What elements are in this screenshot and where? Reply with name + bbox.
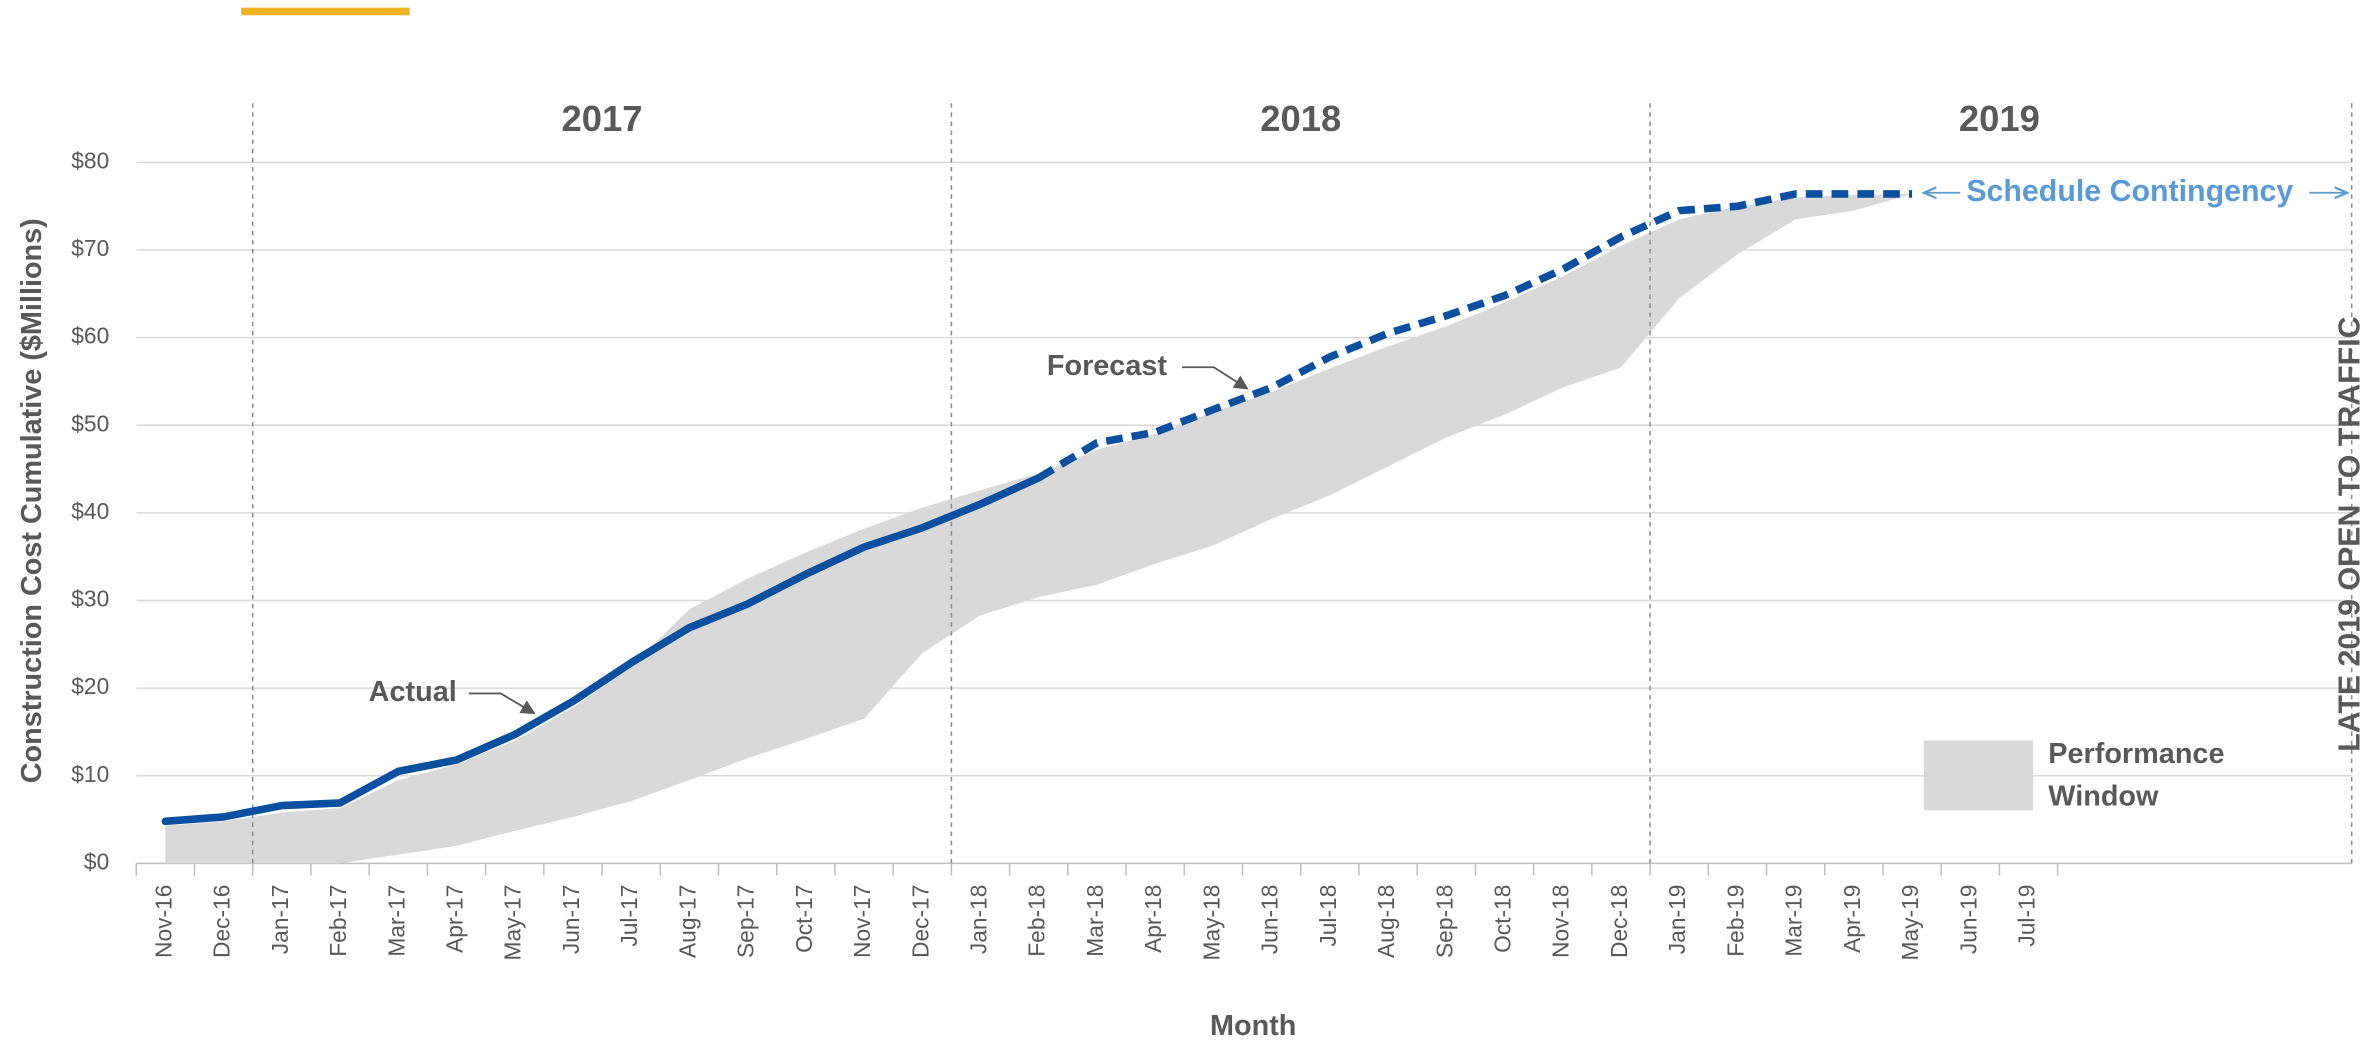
x-axis-label: Month bbox=[1210, 1010, 1296, 1042]
x-tick-label: Apr-17 bbox=[442, 885, 468, 953]
x-tick-label: Aug-17 bbox=[674, 885, 700, 958]
x-tick-label: May-18 bbox=[1198, 885, 1224, 961]
year-label: 2018 bbox=[1260, 98, 1341, 139]
x-tick-label: Apr-19 bbox=[1839, 885, 1865, 953]
y-tick-label: $20 bbox=[71, 673, 109, 699]
x-tick-label: Mar-18 bbox=[1082, 885, 1108, 957]
x-tick-label: Jun-18 bbox=[1257, 885, 1283, 955]
y-tick-label: $80 bbox=[71, 147, 109, 173]
y-tick-label: $50 bbox=[71, 410, 109, 436]
x-tick-label: Feb-18 bbox=[1024, 885, 1050, 957]
x-tick-label: Mar-19 bbox=[1781, 885, 1807, 957]
x-tick-label: Aug-18 bbox=[1373, 885, 1399, 958]
actual-arrow bbox=[468, 692, 536, 715]
x-tick-label: Jun-19 bbox=[1955, 885, 1981, 955]
x-tick-label: Dec-16 bbox=[209, 885, 235, 958]
x-tick-label: Mar-17 bbox=[383, 885, 409, 957]
x-tick-label: Jul-18 bbox=[1315, 885, 1341, 947]
x-tick-label: Jan-17 bbox=[267, 885, 293, 955]
y-axis-label: Construction Cost Cumulative ($Millions) bbox=[16, 218, 48, 783]
forecast-line bbox=[1036, 190, 1913, 482]
actual-line bbox=[161, 474, 1043, 826]
x-tick-label: Dec-18 bbox=[1606, 885, 1632, 958]
accent-bar bbox=[241, 7, 410, 16]
legend-swatch bbox=[1923, 740, 2034, 811]
actual-label: Actual bbox=[369, 676, 457, 708]
performance-window bbox=[165, 193, 1913, 864]
y-tick-label: $40 bbox=[71, 498, 109, 524]
y-tick-label: $10 bbox=[71, 761, 109, 787]
x-tick-label: Feb-17 bbox=[325, 885, 351, 957]
x-tick-label: May-17 bbox=[500, 885, 526, 961]
x-tick-label: Jun-17 bbox=[558, 885, 584, 955]
x-tick-label: Jan-19 bbox=[1664, 885, 1690, 955]
x-tick-label: Nov-18 bbox=[1548, 885, 1574, 958]
x-tick-label: Sep-18 bbox=[1431, 885, 1457, 958]
legend-label: Performance Window bbox=[2048, 738, 2225, 814]
x-tick-label: May-19 bbox=[1897, 885, 1923, 961]
x-tick-label: Jul-19 bbox=[2014, 885, 2040, 947]
x-tick-label: Dec-17 bbox=[907, 885, 933, 958]
x-tick-label: Feb-19 bbox=[1722, 885, 1748, 957]
x-tick-label: Apr-18 bbox=[1140, 885, 1166, 953]
opening-label: LATE 2019 OPEN TO TRAFFIC bbox=[2334, 316, 2367, 751]
y-tick-label: $0 bbox=[84, 848, 109, 874]
x-tick-label: Oct-17 bbox=[791, 885, 817, 953]
forecast-label: Forecast bbox=[1047, 350, 1168, 382]
x-tick-label: Oct-18 bbox=[1490, 885, 1516, 953]
forecast-arrow bbox=[1181, 366, 1249, 390]
x-tick-label: Nov-17 bbox=[849, 885, 875, 958]
year-label: 2017 bbox=[562, 98, 643, 139]
contingency-label: Schedule Contingency bbox=[1966, 175, 2293, 208]
y-tick-label: $30 bbox=[71, 586, 109, 612]
y-tick-label: $70 bbox=[71, 235, 109, 261]
legend-label-box: Performance Window bbox=[2048, 738, 2225, 814]
y-tick-label: $60 bbox=[71, 323, 109, 349]
year-label: 2019 bbox=[1959, 98, 2040, 139]
x-tick-label: Jul-17 bbox=[616, 885, 642, 947]
x-tick-label: Sep-17 bbox=[733, 885, 759, 958]
x-tick-label: Nov-16 bbox=[150, 885, 176, 958]
x-tick-label: Jan-18 bbox=[966, 885, 992, 955]
